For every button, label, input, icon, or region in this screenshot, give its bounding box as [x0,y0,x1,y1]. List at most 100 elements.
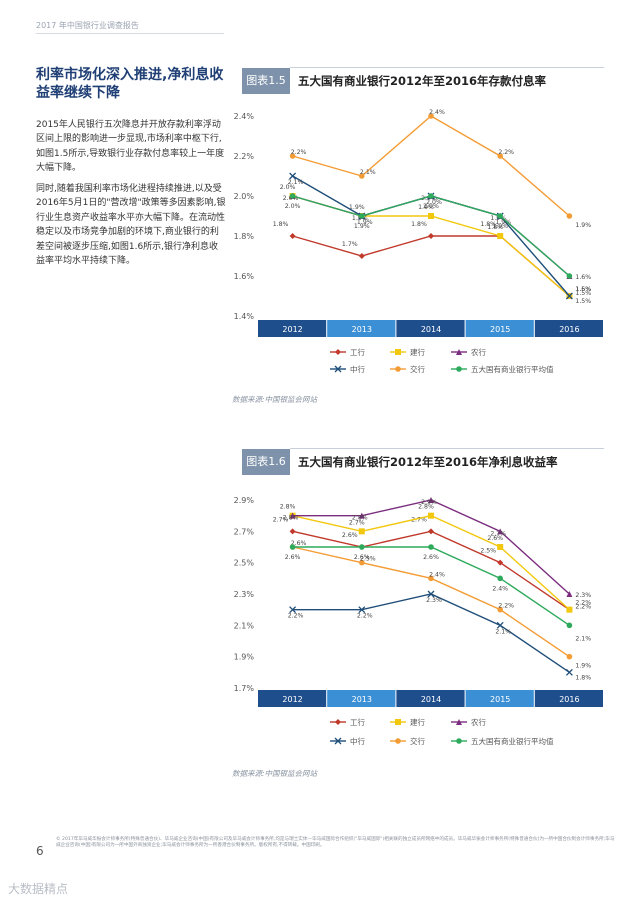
report-header: 2017 年中国银行业调查报告 [36,21,139,30]
figure-1-6-header: 图表1.6 五大国有商业银行2012年至2016年净利息收益率 [242,448,604,475]
legend-marker [395,738,401,744]
series-4: 2.6%2.5%2.4%2.2%1.9% [289,540,591,670]
data-label: 2.8% [283,515,299,522]
data-label: 2.1% [288,179,304,186]
data-label: 1.6% [575,286,591,293]
x-tick-label: 2013 [352,695,372,704]
data-label: 1.9% [349,204,365,211]
data-label: 2.0% [280,184,296,191]
y-tick-label: 1.7% [234,684,255,693]
data-label: 2.7% [411,516,427,523]
x-tick-label: 2014 [421,325,441,334]
data-label: 1.9% [354,223,370,230]
legend-marker [334,365,342,373]
legend-marker [395,366,401,372]
data-label: 1.9% [357,219,373,226]
data-label: 1.7% [342,241,358,248]
data-point [428,497,434,503]
data-label: 1.8% [411,221,427,228]
legend-item: 五大国有商业银行平均值 [451,364,554,374]
data-point [289,172,297,180]
x-tick-label: 2016 [559,695,579,704]
data-label: 2.6% [354,554,370,561]
watermark: 大数据精点 [8,882,69,896]
data-point [428,113,434,119]
data-point [428,193,434,199]
data-label: 2.4% [492,585,508,592]
data-label: 1.9% [575,663,591,670]
data-label: 1.6% [575,274,591,281]
series-line [292,593,570,673]
data-point [359,213,365,219]
series-4: 2.2% 2.1% 2.4% 2.2% 1.9% [289,109,591,229]
data-label: 1.8% [487,224,503,231]
page-number: 6 [36,844,44,858]
data-point [358,512,365,519]
y-tick-label: 1.9% [234,653,255,662]
legend-marker [335,719,341,725]
data-label: 1.5% [575,286,591,293]
legend-marker [456,738,462,744]
data-point [428,544,434,550]
figure-rule [290,67,604,68]
data-label: 2.6% [285,554,301,561]
x-category-band [258,320,327,337]
series-2: 2.8% 2.8%2.9%2.7%2.3% [283,497,591,599]
data-label: 1.8% [273,221,289,228]
x-category-band [465,690,534,707]
data-point [565,668,573,676]
y-tick-label: 2.3% [234,590,255,599]
legend-item: 建行 [390,347,425,357]
x-category-band [396,690,465,707]
data-point [358,253,365,259]
data-label: 2.9% [421,499,437,506]
data-label: 2.2% [498,149,514,156]
y-tick-label: 1.6% [234,272,255,281]
data-label: 2.2% [575,604,591,611]
data-label: 2.0% [423,203,439,210]
figure-1-6-source: 数据来源:中国银监会网站 [232,769,318,778]
data-point [289,233,296,239]
data-point [566,606,573,613]
x-tick-label: 2012 [282,325,302,334]
data-label: 1.8% [480,221,496,228]
data-point [497,544,504,550]
legend-label: 工行 [350,347,365,357]
x-category-band [534,320,603,337]
data-point [289,153,296,159]
data-point [359,559,365,566]
legend-label: 中行 [350,736,365,746]
data-point [566,622,573,629]
data-label: 2.6% [487,535,503,542]
data-point [566,591,573,597]
legend-label: 中行 [350,364,365,374]
data-label: 2.4% [429,571,445,578]
legend-marker [456,366,462,372]
data-point [289,512,296,519]
series-line [292,235,570,297]
data-label: 1.9% [418,204,434,211]
legend-label: 五大国有商业银行平均值 [471,364,554,374]
section-title: 利率市场化深入推进,净利息收益率继续下降 [36,67,224,101]
x-category-band [327,320,396,337]
data-label: 2.6% [423,554,439,561]
fig16-chart: 1.7% 1.9% 2.1% 2.3% 2.5% 2.7% 2.9% 2012 2013 2014… [234,496,603,746]
data-point [497,606,504,613]
legend-label: 农行 [471,717,486,727]
series-5: 2.0%1.9%2.0%1.9%1.6% [285,193,591,293]
data-point [358,528,365,535]
data-point [566,273,573,279]
x-tick-label: 2015 [490,325,510,334]
data-point [428,528,434,535]
y-tick-label: 2.1% [234,621,255,630]
data-label: 2.7% [349,519,365,526]
data-label: 1.5% [575,290,591,297]
data-label: 1.9% [575,222,591,229]
figure-rule [290,448,604,449]
data-point [359,544,365,550]
y-tick-label: 2.0% [234,192,255,201]
x-tick-label: 2012 [282,695,302,704]
legend-item: 中行 [330,364,365,374]
data-label: 2.6% [291,540,307,547]
data-point [497,233,504,239]
